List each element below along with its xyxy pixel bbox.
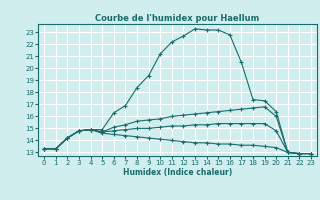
X-axis label: Humidex (Indice chaleur): Humidex (Indice chaleur)	[123, 168, 232, 177]
Title: Courbe de l'humidex pour Haellum: Courbe de l'humidex pour Haellum	[95, 14, 260, 23]
